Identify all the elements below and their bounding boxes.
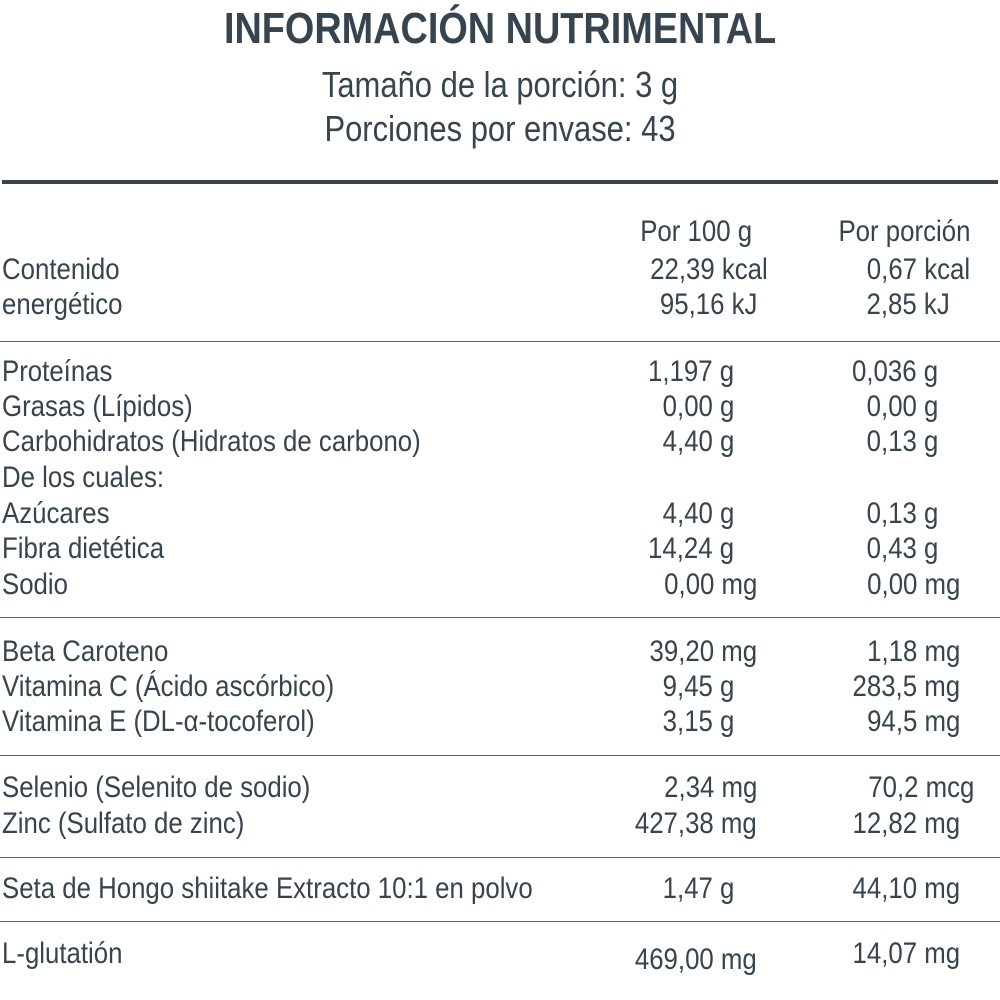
row-per-serving: 94,5 mg — [866, 705, 960, 738]
table-row: De los cuales: — [0, 460, 1000, 496]
row-per-serving: 1,18 mg — [866, 635, 960, 668]
row-per-serving: 14,07 mg — [852, 937, 960, 970]
table-row: Vitamina E (DL-α-tocoferol) 3,15 g 94,5 … — [0, 704, 1000, 740]
table-row: Sodio 0,00 mg 0,00 mg — [0, 567, 1000, 603]
row-per-100g: 39,20 mg — [649, 635, 757, 668]
energy-row-kj: energético 95,16 kJ 2,85 kJ — [0, 287, 1000, 323]
row-per-100g: 0,00 mg — [663, 568, 757, 601]
table-row: Azúcares 4,40 g 0,13 g — [0, 496, 1000, 532]
row-label: Fibra dietética — [2, 532, 165, 565]
energy-row-kcal: Contenido 22,39 kcal 0,67 kcal — [0, 252, 1000, 288]
row-per-100g: 3,15 g — [662, 705, 734, 738]
row-per-serving: 12,82 mg — [852, 807, 960, 840]
header-divider — [2, 180, 998, 184]
row-per-serving: 0,43 g — [866, 532, 938, 565]
row-per-serving: 70,2 mcg — [867, 771, 974, 804]
energy-kj-serving: 2,85 kJ — [866, 288, 950, 321]
row-per-100g: 4,40 g — [662, 425, 734, 458]
table-row: L-glutatión 469,00 mg 14,07 mg — [0, 936, 1000, 976]
row-label: Zinc (Sulfato de zinc) — [2, 807, 245, 840]
table-row: Beta Caroteno 39,20 mg 1,18 mg — [0, 634, 1000, 670]
row-label: Vitamina E (DL-α-tocoferol) — [2, 705, 315, 738]
energy-kj-100g: 95,16 kJ — [659, 288, 757, 321]
row-label: Vitamina C (Ácido ascórbico) — [2, 670, 335, 703]
row-label: Carbohidratos (Hidratos de carbono) — [2, 425, 421, 458]
row-per-serving: 0,036 g — [851, 355, 938, 388]
row-label: L-glutatión — [2, 937, 123, 970]
section-divider — [0, 755, 1000, 756]
table-row: Fibra dietética 14,24 g 0,43 g — [0, 531, 1000, 567]
row-label: Sodio — [2, 568, 68, 601]
row-per-100g: 9,45 g — [662, 670, 734, 703]
row-per-serving: 0,13 g — [866, 497, 938, 530]
energy-kcal-100g: 22,39 kcal — [650, 253, 768, 286]
row-per-serving: 283,5 mg — [852, 670, 960, 703]
table-row: Proteínas 1,197 g 0,036 g — [0, 354, 1000, 390]
row-per-100g: 427,38 mg — [635, 807, 757, 840]
row-per-serving: 44,10 mg — [852, 872, 960, 905]
row-label: Grasas (Lípidos) — [2, 390, 193, 423]
serving-size: Tamaño de la porción: 3 g — [321, 64, 679, 105]
table-row: Seta de Hongo shiitake Extracto 10:1 en … — [0, 871, 1000, 907]
row-per-serving: 0,00 g — [866, 390, 938, 423]
column-header-per-100g: Por 100 g — [640, 215, 752, 248]
row-per-100g: 14,24 g — [647, 532, 734, 565]
energy-kcal-serving: 0,67 kcal — [866, 253, 970, 286]
row-per-serving: 0,00 mg — [866, 568, 960, 601]
row-label: Beta Caroteno — [2, 635, 169, 668]
row-per-serving: 0,13 g — [866, 425, 938, 458]
column-header-per-serving: Por porción — [838, 215, 970, 248]
row-per-100g: 1,197 g — [647, 355, 734, 388]
row-label: Proteínas — [2, 355, 113, 388]
row-label: Seta de Hongo shiitake Extracto 10:1 en … — [2, 872, 533, 905]
row-label: Selenio (Selenito de sodio) — [2, 771, 311, 804]
row-per-100g: 1,47 g — [662, 872, 734, 905]
table-row: Carbohidratos (Hidratos de carbono) 4,40… — [0, 424, 1000, 460]
table-row: Vitamina C (Ácido ascórbico) 9,45 g 283,… — [0, 669, 1000, 705]
table-row: Zinc (Sulfato de zinc) 427,38 mg 12,82 m… — [0, 806, 1000, 842]
section-divider — [0, 857, 1000, 858]
energy-label-line1: Contenido — [2, 253, 120, 286]
row-label: De los cuales: — [2, 461, 165, 494]
row-per-100g: 0,00 g — [662, 390, 734, 423]
servings-per-container: Porciones por envase: 43 — [324, 108, 676, 149]
section-divider — [0, 341, 1000, 342]
column-header-row: Por 100 g Por porción — [0, 214, 1000, 250]
row-per-100g: 469,00 mg — [635, 943, 757, 976]
row-label: Azúcares — [2, 497, 110, 530]
table-row: Grasas (Lípidos) 0,00 g 0,00 g — [0, 389, 1000, 425]
table-row: Selenio (Selenito de sodio) 2,34 mg 70,2… — [0, 770, 1000, 806]
section-divider — [0, 921, 1000, 922]
row-per-100g: 4,40 g — [662, 497, 734, 530]
row-per-100g: 2,34 mg — [663, 771, 757, 804]
energy-label-line2: energético — [2, 288, 123, 321]
section-divider — [0, 617, 1000, 618]
nutrition-title: INFORMACIÓN NUTRIMENTAL — [223, 4, 777, 53]
